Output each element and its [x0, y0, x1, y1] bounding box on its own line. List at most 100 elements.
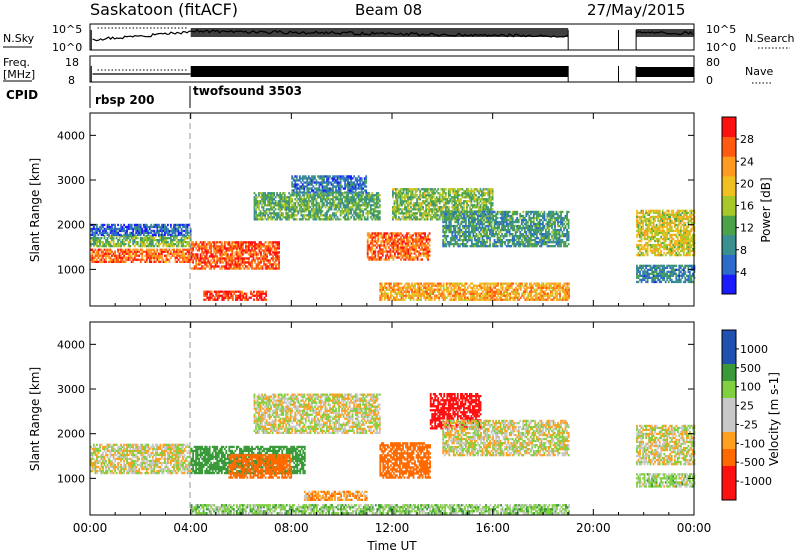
heatmap-cell: [185, 258, 187, 261]
heatmap-cell: [443, 192, 446, 195]
heatmap-cell: [147, 225, 150, 229]
heatmap-cell: [133, 227, 136, 231]
heatmap-cell: [215, 294, 218, 297]
heatmap-cell: [282, 206, 285, 209]
heatmap-cell: [132, 227, 135, 231]
heatmap-cell: [114, 254, 116, 257]
heatmap-cell: [383, 294, 386, 297]
heatmap-cell: [204, 298, 207, 301]
heatmap-cell: [268, 212, 271, 215]
heatmap-cell: [275, 249, 277, 252]
heatmap-cell: [96, 241, 98, 244]
heatmap-cell: [264, 212, 266, 215]
heatmap-cell: [145, 254, 148, 257]
heatmap-cell: [256, 216, 259, 219]
heatmap-cell: [491, 196, 494, 199]
heatmap-cell: [165, 231, 168, 235]
heatmap-cell: [522, 296, 525, 299]
heatmap-cell: [473, 206, 476, 209]
heatmap-cell: [488, 192, 491, 195]
heatmap-cell: [237, 267, 240, 270]
heatmap-cell: [183, 256, 186, 259]
power-heatmap-cells: [90, 175, 696, 301]
heatmap-cell: [524, 292, 527, 295]
heatmap-cell: [222, 247, 225, 250]
heatmap-cell: [266, 263, 268, 266]
heatmap-cell: [400, 258, 402, 261]
heatmap-cell: [117, 223, 119, 227]
heatmap-cell: [154, 252, 157, 255]
heatmap-cell: [180, 229, 183, 233]
heatmap-cell: [96, 223, 98, 227]
heatmap-cell: [280, 212, 283, 215]
heatmap-cell: [91, 250, 94, 253]
heatmap-cell: [534, 296, 537, 299]
heatmap-cell: [133, 225, 136, 229]
heatmap-cell: [464, 290, 466, 293]
heatmap-cell: [414, 196, 417, 199]
heatmap-cell: [282, 204, 285, 207]
heatmap-cell: [151, 243, 154, 246]
heatmap-cell: [189, 231, 192, 235]
heatmap-cell: [158, 243, 160, 246]
heatmap-cell: [94, 231, 97, 235]
heatmap-cell: [145, 252, 148, 255]
heatmap-cell: [96, 231, 98, 235]
heatmap-cell: [272, 255, 274, 258]
heatmap-cell: [162, 229, 165, 233]
heatmap-cell: [368, 258, 371, 261]
heatmap-cell: [470, 208, 473, 211]
heatmap-cell: [339, 204, 342, 207]
heatmap-cell: [154, 250, 157, 253]
heatmap-cell: [536, 288, 539, 291]
heatmap-cell: [383, 282, 386, 285]
heatmap-cell: [307, 214, 310, 217]
heatmap-cell: [353, 196, 355, 199]
heatmap-cell: [266, 265, 268, 268]
heatmap-cell: [109, 225, 112, 229]
heatmap-cell: [269, 259, 271, 262]
heatmap-cell: [311, 183, 313, 186]
heatmap-cell: [518, 292, 521, 295]
heatmap-cell: [112, 243, 115, 246]
heatmap-cell: [93, 241, 95, 244]
heatmap-cell: [251, 261, 253, 264]
heatmap-cell: [213, 259, 216, 262]
heatmap-cell: [207, 265, 210, 268]
heatmap-cell: [100, 237, 103, 240]
heatmap-cell: [148, 231, 151, 235]
heatmap-cell: [123, 245, 125, 248]
heatmap-cell: [377, 202, 380, 205]
heatmap-cell: [400, 232, 402, 235]
heatmap-cell: [395, 214, 397, 217]
heatmap-cell: [251, 245, 253, 248]
heatmap-cell: [522, 294, 525, 297]
heatmap-cell: [470, 200, 473, 203]
heatmap-cell: [167, 229, 169, 233]
heatmap-cell: [115, 233, 118, 237]
heatmap-cell: [112, 231, 115, 235]
heatmap-cell: [260, 245, 262, 248]
heatmap-cell: [239, 255, 241, 258]
heatmap-cell: [139, 241, 142, 244]
heatmap-cell: [210, 259, 213, 262]
heatmap-cell: [145, 237, 148, 240]
heatmap-cell: [264, 200, 266, 203]
heatmap-cell: [111, 260, 113, 263]
heatmap-cell: [335, 187, 337, 190]
heatmap-cell: [161, 254, 163, 257]
heatmap-cell: [156, 248, 159, 251]
heatmap-cell: [192, 249, 194, 252]
heatmap-cell: [264, 249, 267, 252]
heatmap-cell: [220, 249, 223, 252]
heatmap-cell: [243, 267, 246, 270]
heatmap-cell: [162, 241, 165, 244]
heatmap-cell: [105, 252, 107, 255]
heatmap-cell: [435, 196, 438, 199]
heatmap-cell: [411, 190, 414, 193]
heatmap-cell: [262, 198, 265, 201]
heatmap-cell: [244, 296, 246, 299]
heatmap-cell: [99, 243, 101, 246]
heatmap-cell: [188, 258, 190, 261]
heatmap-cell: [254, 243, 256, 246]
